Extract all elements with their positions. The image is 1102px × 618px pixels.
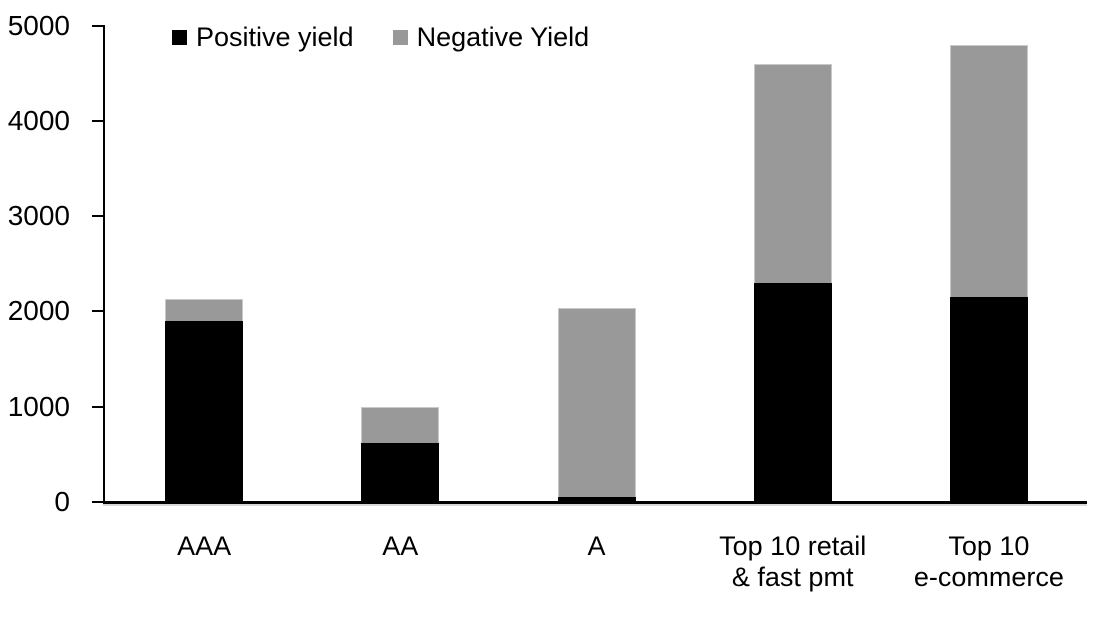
y-axis-tick <box>92 24 104 27</box>
bar-segment-positive-yield-top-10-e-commerce <box>949 297 1028 502</box>
y-axis-tick <box>92 405 104 408</box>
y-axis-tick-label: 0 <box>54 486 70 517</box>
category-label-aaa: AAA <box>94 531 314 562</box>
legend-item-positive-yield: Positive yield <box>172 24 354 51</box>
category-label-top-10-e-commerce: Top 10 e-commerce <box>879 531 1099 593</box>
y-axis-line <box>103 25 105 503</box>
legend-label-negative-yield: Negative Yield <box>416 22 590 52</box>
y-axis-tick-label: 5000 <box>7 9 70 41</box>
category-label-line: A <box>587 531 606 561</box>
category-label-aa: AA <box>290 531 510 562</box>
bar-segment-negative-yield-top-10-retail-fast-pmt <box>753 63 832 283</box>
bar-segment-negative-yield-top-10-e-commerce <box>949 44 1028 298</box>
category-label-top-10-retail-fast-pmt: Top 10 retail & fast pmt <box>683 531 903 593</box>
category-label-line: Top 10 retail <box>719 531 867 561</box>
y-axis-tick-label: 3000 <box>7 200 70 232</box>
category-label-line: e-commerce <box>913 562 1064 592</box>
y-axis-tick <box>92 119 104 122</box>
legend-item-negative-yield: Negative Yield <box>392 22 590 52</box>
category-label-a: A <box>487 531 707 562</box>
category-label-line: AAA <box>177 531 232 561</box>
bar-segment-negative-yield-aa <box>361 406 440 443</box>
y-axis-tick-label: 1000 <box>7 390 70 422</box>
y-axis-tick-label: 2000 <box>7 295 70 327</box>
bar-segment-positive-yield-a <box>557 497 636 502</box>
legend-label-positive-yield: Positive yield <box>196 22 354 52</box>
y-axis-tick <box>92 215 104 218</box>
bar-segment-negative-yield-aaa <box>165 299 244 321</box>
legend-swatch-positive-yield <box>172 30 187 45</box>
bar-segment-negative-yield-a <box>557 307 636 498</box>
bar-segment-positive-yield-aaa <box>165 320 244 502</box>
bar-segment-positive-yield-aa <box>361 442 440 502</box>
category-label-line: & fast pmt <box>731 562 854 592</box>
y-axis-tick <box>92 501 104 503</box>
category-label-line: AA <box>382 531 419 561</box>
y-axis-tick-label: 4000 <box>7 104 70 136</box>
category-label-line: Top 10 <box>948 531 1030 561</box>
legend: Positive yield Negative Yield <box>172 24 589 51</box>
x-axis-line <box>103 501 1087 504</box>
y-axis-tick <box>92 310 104 313</box>
legend-swatch-negative-yield <box>392 30 408 45</box>
bar-segment-positive-yield-top-10-retail-fast-pmt <box>753 282 832 502</box>
